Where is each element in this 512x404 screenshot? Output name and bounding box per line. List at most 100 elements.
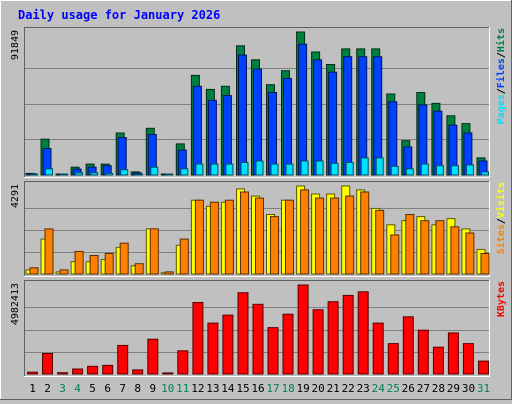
bar-pages	[420, 163, 429, 176]
bar-pages	[300, 160, 309, 176]
bar-kbytes	[282, 313, 294, 375]
bar-kbytes	[267, 327, 279, 375]
legend-entry: Sites	[495, 224, 507, 254]
bar-files	[388, 101, 398, 176]
x-axis-labels: 1 2 3 4 5 6 7 8 9 10 11 12 13 14 15 16 17 18 19 20 21 22 23 24 2…	[29, 382, 490, 395]
bar-sites	[59, 269, 69, 275]
bar-pages	[150, 166, 159, 176]
bar-pages	[405, 168, 414, 176]
bar-kbytes	[117, 344, 129, 375]
bar-pages	[375, 157, 384, 176]
bar-sites	[360, 191, 370, 275]
bar-sites	[315, 197, 325, 275]
bar-files	[373, 56, 383, 176]
day-label: 9	[149, 382, 156, 395]
chart-title: Daily usage for January 2026	[18, 8, 220, 22]
bar-sites	[345, 195, 355, 275]
day-label: 2	[44, 382, 51, 395]
bar-kbytes	[87, 365, 99, 375]
bar-sites	[330, 197, 340, 275]
bar-kbytes	[192, 302, 204, 375]
bar-pages	[360, 157, 369, 176]
legend-visits-sites: Sites/Visits	[495, 182, 507, 254]
day-label: 23	[357, 382, 370, 395]
bar-pages	[105, 172, 114, 176]
bar-pages	[465, 164, 474, 176]
bar-sites	[194, 199, 204, 275]
bar-kbytes	[402, 316, 414, 375]
legend-entry: /	[496, 88, 507, 94]
bar-pages	[285, 163, 294, 176]
bar-pages	[330, 162, 339, 176]
bar-kbytes	[432, 346, 444, 375]
bar-sites	[164, 271, 174, 275]
day-label: 14	[221, 382, 235, 395]
bar-files	[222, 95, 232, 176]
day-label: 26	[402, 382, 415, 395]
day-label: 30	[462, 382, 475, 395]
bar-pages	[225, 163, 234, 176]
bar-sites	[420, 220, 430, 275]
day-label: 31	[477, 382, 490, 395]
bar-files	[343, 56, 353, 176]
bar-pages	[481, 171, 489, 176]
bar-pages	[270, 163, 279, 176]
bar-kbytes	[132, 369, 144, 375]
day-label: 1	[29, 382, 36, 395]
bar-kbytes	[147, 338, 159, 375]
legend-hits-files-pages: Pages/Files/Hits	[495, 28, 507, 124]
day-label: 8	[134, 382, 141, 395]
legend-entry: Visits	[495, 182, 507, 218]
bar-pages	[120, 169, 129, 176]
day-label: 24	[372, 382, 386, 395]
bar-sites	[255, 197, 264, 275]
bar-pages	[390, 165, 399, 176]
bar-pages	[435, 165, 444, 176]
bar-pages	[450, 165, 459, 176]
legend-entry: KBytes	[496, 281, 507, 317]
bar-kbytes	[102, 364, 114, 375]
day-label: 12	[191, 382, 204, 395]
day-label: 13	[206, 382, 219, 395]
legend-entry: Hits	[495, 28, 507, 52]
y-max-label: 4291	[10, 184, 21, 208]
bar-pages	[135, 173, 144, 176]
bar-pages	[45, 168, 53, 176]
bar-pages	[30, 173, 38, 176]
day-label: 4	[74, 382, 81, 395]
y-max-label: 91849	[10, 30, 21, 60]
day-label: 6	[104, 382, 111, 395]
bar-sites	[300, 189, 310, 275]
day-label: 25	[387, 382, 400, 395]
bar-sites	[74, 250, 84, 275]
bar-pages	[165, 173, 174, 176]
bar-files	[283, 78, 292, 176]
day-label: 22	[342, 382, 355, 395]
bar-pages	[240, 162, 249, 176]
bar-sites	[209, 201, 219, 275]
bar-kbytes	[252, 303, 264, 375]
day-label: 15	[236, 382, 249, 395]
bar-sites	[405, 214, 415, 275]
bar-kbytes	[462, 343, 474, 375]
panel-kbytes: 4982413 KBytes	[10, 280, 507, 377]
bar-kbytes	[162, 372, 174, 375]
bar-sites	[119, 242, 129, 275]
y-max-label: 4982413	[10, 283, 21, 325]
bar-sites	[179, 238, 189, 275]
bar-sites	[104, 253, 114, 275]
bar-sites	[240, 191, 249, 275]
bar-pages	[345, 162, 354, 176]
day-label: 3	[59, 382, 66, 395]
bar-sites	[435, 220, 445, 275]
day-label: 18	[281, 382, 294, 395]
day-label: 11	[176, 382, 189, 395]
bar-sites	[285, 199, 294, 275]
bar-kbytes	[27, 371, 38, 375]
bar-sites	[134, 263, 144, 275]
bar-files	[192, 85, 202, 176]
day-label: 19	[296, 382, 309, 395]
bar-kbytes	[312, 309, 324, 375]
bar-kbytes	[372, 322, 384, 375]
